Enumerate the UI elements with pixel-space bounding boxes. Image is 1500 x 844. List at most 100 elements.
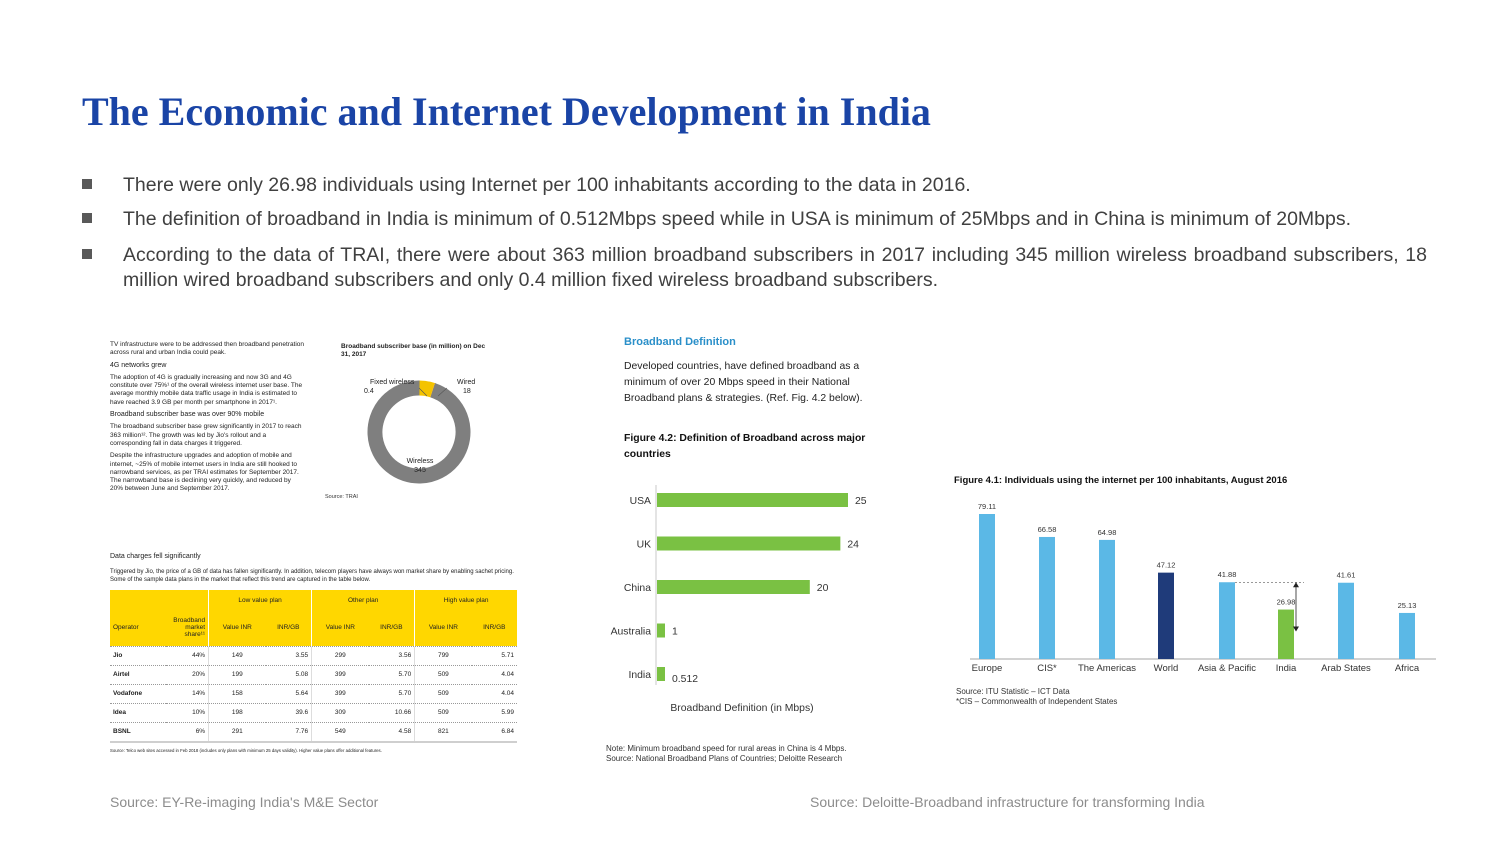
table-cell: 4.58 <box>368 722 416 741</box>
table-cell: 6% <box>166 722 210 741</box>
table-cell: Airtel <box>113 671 130 678</box>
vbar-value-label: 64.98 <box>1098 528 1117 537</box>
vbar-value-label: 66.58 <box>1038 525 1057 534</box>
table-cell: 10% <box>166 703 210 722</box>
vbar-value-label: 79.11 <box>978 502 996 511</box>
ey-source-label: Source: EY-Re-imaging India's M&E Sector <box>110 794 379 810</box>
hbar-bar <box>657 667 665 681</box>
donut-source: Source: TRAI <box>325 494 358 500</box>
fig42-note: Note: Minimum broadband speed for rural … <box>606 744 847 753</box>
vbar-value-label: 41.61 <box>1337 571 1356 580</box>
vbar-category-label: India <box>1276 663 1297 674</box>
hbar-bar <box>657 536 841 551</box>
vbar-bar <box>979 514 995 659</box>
broadband-intro: Developed countries, have defined broadb… <box>624 361 863 404</box>
table-cell: 3.55 <box>265 646 313 665</box>
table-cell: 7.76 <box>265 722 313 741</box>
ey-paragraph: Despite the infrastructure upgrades and … <box>110 452 299 493</box>
bullet-text: The definition of broadband in India is … <box>123 208 1352 230</box>
table-row: BSNL 6% 291 7.76 549 4.58 821 6.84 <box>110 722 517 741</box>
vbar-bar <box>1158 572 1174 659</box>
donut-chart: Fixed wireless 0.4 Wired 18 Wireless 345… <box>325 379 475 500</box>
vbar-value-label: 41.88 <box>1218 570 1237 579</box>
hbar-category-label: China <box>624 583 651 594</box>
donut-slice-fixed-wireless <box>367 380 471 484</box>
hbar-x-axis-label: Broadband Definition (in Mbps) <box>670 703 813 714</box>
table-cell: 399 <box>334 690 346 697</box>
table-cell: 6.84 <box>501 728 514 736</box>
table-cell: 3.56 <box>368 646 416 665</box>
bullet-item: There were only 26.98 individuals using … <box>82 173 1427 198</box>
vbar-value-label: 47.12 <box>1157 561 1176 570</box>
table-column-header: INR/GB <box>483 624 506 632</box>
vbar-bar <box>1219 582 1235 659</box>
donut-value-fixed-wireless: 0.4 <box>364 388 374 395</box>
hbar-bar <box>657 493 848 507</box>
gap-arrow-down-icon <box>1293 626 1299 632</box>
hbar-value-label: 0.512 <box>672 674 698 685</box>
donut-value-wireless: 345 <box>414 467 426 474</box>
table-cell: BSNL <box>113 728 131 736</box>
table-cell: Idea <box>113 709 127 716</box>
table-column-header: Value INR <box>222 624 252 632</box>
bullet-square-icon <box>82 249 92 259</box>
donut-chart-title: Broadband subscriber base (in million) o… <box>341 343 486 359</box>
vbar-category-label: CIS* <box>1037 663 1057 674</box>
bullet-square-icon <box>82 213 92 223</box>
hbar-bar <box>657 580 810 594</box>
table-cell: 399 <box>334 671 346 678</box>
ey-paragraph: Triggered by Jio, the price of a GB of d… <box>110 569 514 583</box>
table-column-header: INR/GB <box>265 610 313 646</box>
ey-text-column: TV infrastructure were to be addressed t… <box>110 341 305 494</box>
vbar-bar <box>1099 539 1115 659</box>
table-cell: 199 <box>231 671 243 678</box>
table-cell: 509 <box>437 690 449 697</box>
table-row: Idea 10% 198 39.6 309 10.66 509 5.99 <box>110 703 517 722</box>
vbar-category-label: The Americas <box>1078 663 1136 674</box>
fig41-source: Source: ITU Statistic – ICT Data <box>956 687 1070 696</box>
vbar-bar <box>1399 612 1415 659</box>
table-cell: 14% <box>166 684 210 703</box>
ey-heading: Broadband subscriber base was over 90% m… <box>110 411 265 419</box>
hbar-value-label: 1 <box>672 627 678 638</box>
fig42-source: Source: National Broadband Plans of Coun… <box>606 754 843 763</box>
gap-arrow-up-icon <box>1293 582 1299 588</box>
vbar-category-label: Africa <box>1395 663 1420 674</box>
vbar-bar <box>1278 609 1294 659</box>
broadband-section-title: Broadband Definition <box>624 336 736 348</box>
vbar-value-label: 26.98 <box>1277 598 1296 607</box>
hbar-category-label: India <box>628 670 651 681</box>
donut-label-wired: Wired <box>457 379 475 386</box>
table-cell: 5.70 <box>368 665 416 684</box>
table-cell: 5.64 <box>265 684 313 703</box>
vbar-category-label: World <box>1154 663 1179 674</box>
table-cell: 39.6 <box>265 703 313 722</box>
ey-heading: Data charges fell significantly <box>110 553 201 560</box>
table-cell: 5.71 <box>501 652 514 659</box>
table-cell: 509 <box>437 709 449 716</box>
table-cell: 149 <box>231 652 243 659</box>
vbar-bar <box>1039 536 1055 659</box>
table-cell: 799 <box>437 652 449 659</box>
bullet-text: There were only 26.98 individuals using … <box>123 174 971 196</box>
fig42-title: Figure 4.2: Definition of Broadband acro… <box>624 433 866 460</box>
vbar-value-label: 25.13 <box>1398 601 1417 610</box>
broadband-definition-chart: Broadband Definition (in Mbps) USA 25 UK 24… <box>611 485 867 714</box>
table-column-header: INR/GB <box>368 610 416 646</box>
deloitte-source-label: Source: Deloitte-Broadband infrastructur… <box>810 794 1205 810</box>
donut-slice-wireless <box>367 380 471 484</box>
table-column-header: Broadband market share¹¹ <box>166 610 210 646</box>
table-cell: 44% <box>166 646 210 665</box>
donut-label-wireless: Wireless <box>407 458 434 465</box>
hbar-category-label: UK <box>637 540 652 551</box>
table-row: Airtel 20% 199 5.08 399 5.70 509 4.04 <box>110 665 517 684</box>
table-cell: 198 <box>231 709 243 716</box>
table-cell: 549 <box>334 728 346 736</box>
data-charges-table: Low value plan Other plan High value pla… <box>110 590 517 755</box>
ey-heading: 4G networks grew <box>110 361 167 369</box>
table-cell: Vodafone <box>113 690 143 697</box>
table-row: Jio 44% 149 3.55 299 3.56 799 5.71 <box>110 646 517 665</box>
hbar-value-label: 25 <box>855 496 867 507</box>
table-source: Source: Telco web sites accessed in Feb … <box>110 748 382 753</box>
donut-value-wired: 18 <box>463 388 471 395</box>
